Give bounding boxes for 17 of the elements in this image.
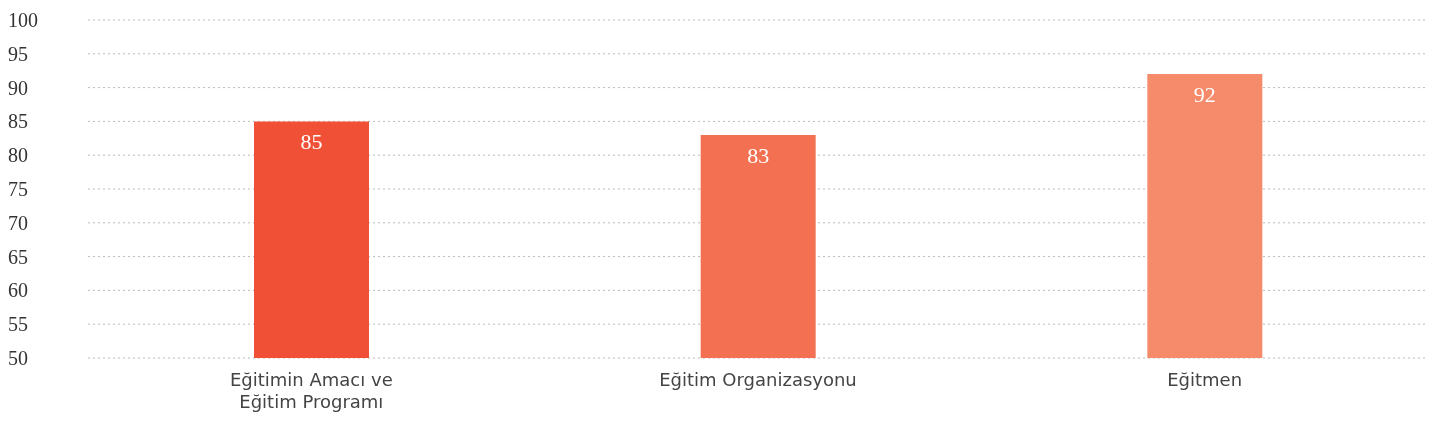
y-tick-label: 75 [8,178,28,200]
y-tick-label: 85 [8,110,28,133]
y-tick-label: 55 [8,313,28,336]
y-tick-label: 100 [8,9,38,31]
y-tick-label: 65 [8,245,28,268]
x-tick-label: Eğitimin Amacı ve Eğitim Programı [229,369,393,412]
data-label: 85 [300,129,323,155]
x-tick-label: Eğitim Organizasyonu [659,369,857,390]
x-tick-label: Eğitmen [1167,369,1243,390]
y-tick-label: 95 [8,42,28,65]
y-tick-label: 50 [8,347,28,369]
y-tick-label: 70 [8,211,28,234]
y-tick-label: 80 [8,144,28,167]
y-tick-label: 60 [8,279,28,302]
data-label: 83 [747,142,770,168]
y-tick-label: 90 [8,76,28,99]
data-label: 92 [1193,81,1216,107]
